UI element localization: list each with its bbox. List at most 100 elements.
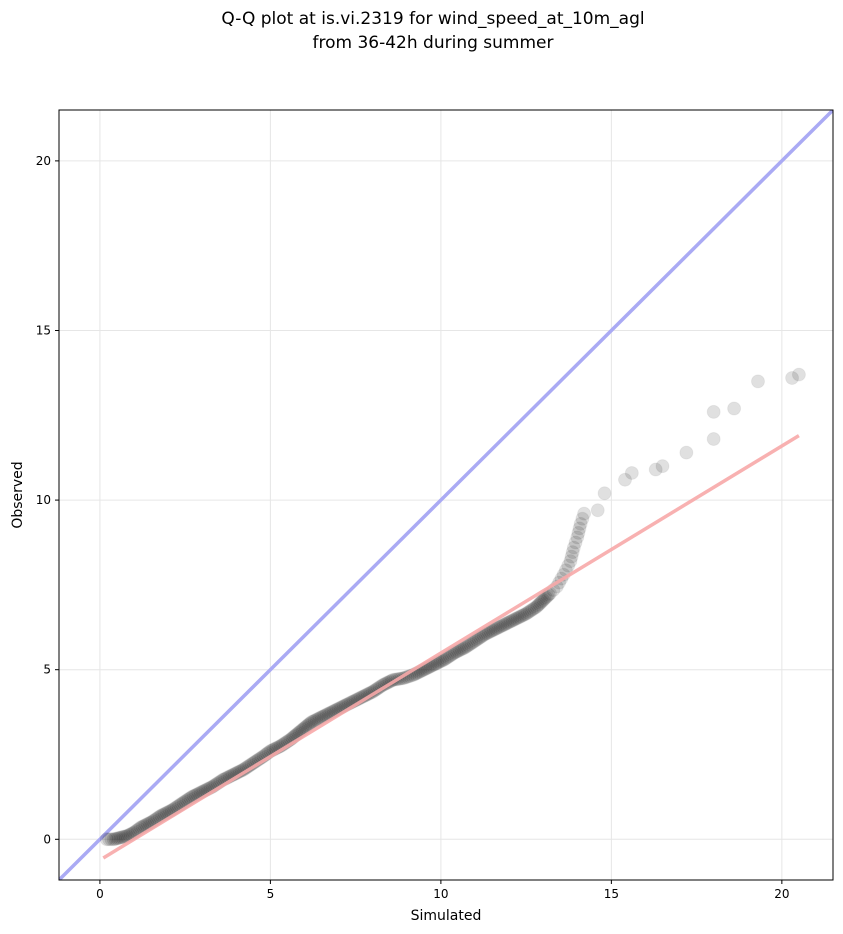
y-tick-label: 15	[36, 323, 51, 337]
quantile-point	[536, 593, 551, 608]
quantile-point	[108, 831, 123, 846]
quantile-point	[517, 607, 532, 622]
quantile-point	[597, 486, 612, 501]
quantile-point	[706, 432, 721, 447]
y-tick-label: 5	[43, 663, 51, 677]
quantile-point	[566, 540, 581, 555]
quantile-point	[115, 830, 130, 845]
quantile-point	[500, 616, 515, 631]
x-tick-label: 10	[433, 887, 448, 901]
quantile-point	[791, 367, 806, 382]
quantile-point	[505, 613, 520, 628]
quantile-point	[618, 472, 633, 487]
quantile-point	[534, 594, 549, 609]
quantile-point	[522, 604, 537, 619]
quantile-point	[532, 597, 547, 612]
quantile-point	[485, 623, 500, 638]
quantile-point	[302, 716, 317, 731]
quantile-point	[679, 445, 694, 460]
quantile-point	[309, 712, 324, 727]
quantile-point	[106, 832, 121, 847]
y-axis-label: Observed	[10, 461, 26, 528]
quantile-point	[575, 511, 590, 526]
quantile-point	[102, 832, 117, 847]
chart-subtitle: from 36-42h during summer	[313, 33, 554, 53]
quantile-point	[490, 621, 505, 636]
quantile-point	[111, 831, 126, 846]
quantile-point	[561, 558, 576, 573]
x-axis-label: Simulated	[411, 908, 482, 924]
x-tick-label: 0	[96, 887, 104, 901]
quantile-point	[452, 643, 467, 658]
quantile-point	[457, 640, 472, 655]
y-tick-label: 20	[36, 154, 51, 168]
quantile-point	[491, 620, 506, 635]
quantile-point	[510, 610, 525, 625]
quantile-point	[456, 641, 471, 656]
quantile-point	[104, 832, 119, 847]
quantile-point	[565, 545, 580, 560]
plot-frame	[58, 109, 834, 881]
quantile-point	[459, 639, 474, 654]
quantile-point	[467, 633, 482, 648]
quantile-point	[590, 503, 605, 518]
quantile-point	[502, 615, 517, 630]
quantile-point	[514, 609, 529, 624]
quantile-point	[116, 829, 131, 844]
quantile-point	[311, 711, 326, 726]
quantile-point	[488, 621, 503, 636]
quantile-point	[648, 462, 663, 477]
quantile-point	[307, 713, 322, 728]
quantile-point	[464, 636, 479, 651]
quantile-point	[507, 612, 522, 627]
quantile-point	[572, 521, 587, 536]
quantile-point	[577, 506, 592, 521]
quantile-point	[624, 465, 639, 480]
quantile-points	[99, 367, 806, 860]
quantile-point	[706, 404, 721, 419]
quantile-point	[512, 610, 527, 625]
quantile-point	[529, 599, 544, 614]
x-tick-label: 20	[774, 887, 789, 901]
quantile-point	[568, 535, 583, 550]
quantile-point	[495, 618, 510, 633]
x-tick-label: 5	[267, 887, 275, 901]
quantile-point	[109, 831, 124, 846]
quantile-point	[785, 370, 800, 385]
quantile-point	[515, 608, 530, 623]
quantile-point	[727, 401, 742, 416]
quantile-point	[99, 832, 114, 847]
quantile-point	[454, 642, 469, 657]
quantile-point	[301, 717, 316, 732]
reference-lines	[59, 110, 833, 880]
quantile-point	[563, 554, 578, 569]
quantile-point	[564, 549, 579, 564]
quantile-point	[530, 598, 545, 613]
quantile-point	[461, 638, 476, 653]
quantile-point	[520, 605, 535, 620]
quantile-point	[113, 830, 128, 845]
quantile-point	[524, 603, 539, 618]
grid	[59, 110, 833, 880]
quantile-point	[498, 616, 513, 631]
quantile-point	[655, 459, 670, 474]
quantile-point	[466, 634, 481, 649]
quantile-point	[570, 530, 585, 545]
quantile-point	[537, 591, 552, 606]
quantile-point	[533, 595, 548, 610]
quantile-point	[486, 622, 501, 637]
quantile-point	[437, 652, 452, 667]
quantile-point	[519, 606, 534, 621]
quantile-point	[527, 601, 542, 616]
chart-title: Q-Q plot at is.vi.2319 for wind_speed_at…	[221, 9, 644, 29]
y-tick-label: 0	[43, 832, 51, 846]
y-tick-label: 10	[36, 493, 51, 507]
axis-ticks: 0 5 10 15 20 0 5 10 15 20	[36, 154, 790, 901]
quantile-point	[306, 714, 321, 729]
quantile-point	[496, 617, 511, 632]
quantile-point	[750, 374, 765, 389]
quantile-point	[304, 715, 319, 730]
quantile-point	[573, 516, 588, 531]
quantile-point	[571, 525, 586, 540]
